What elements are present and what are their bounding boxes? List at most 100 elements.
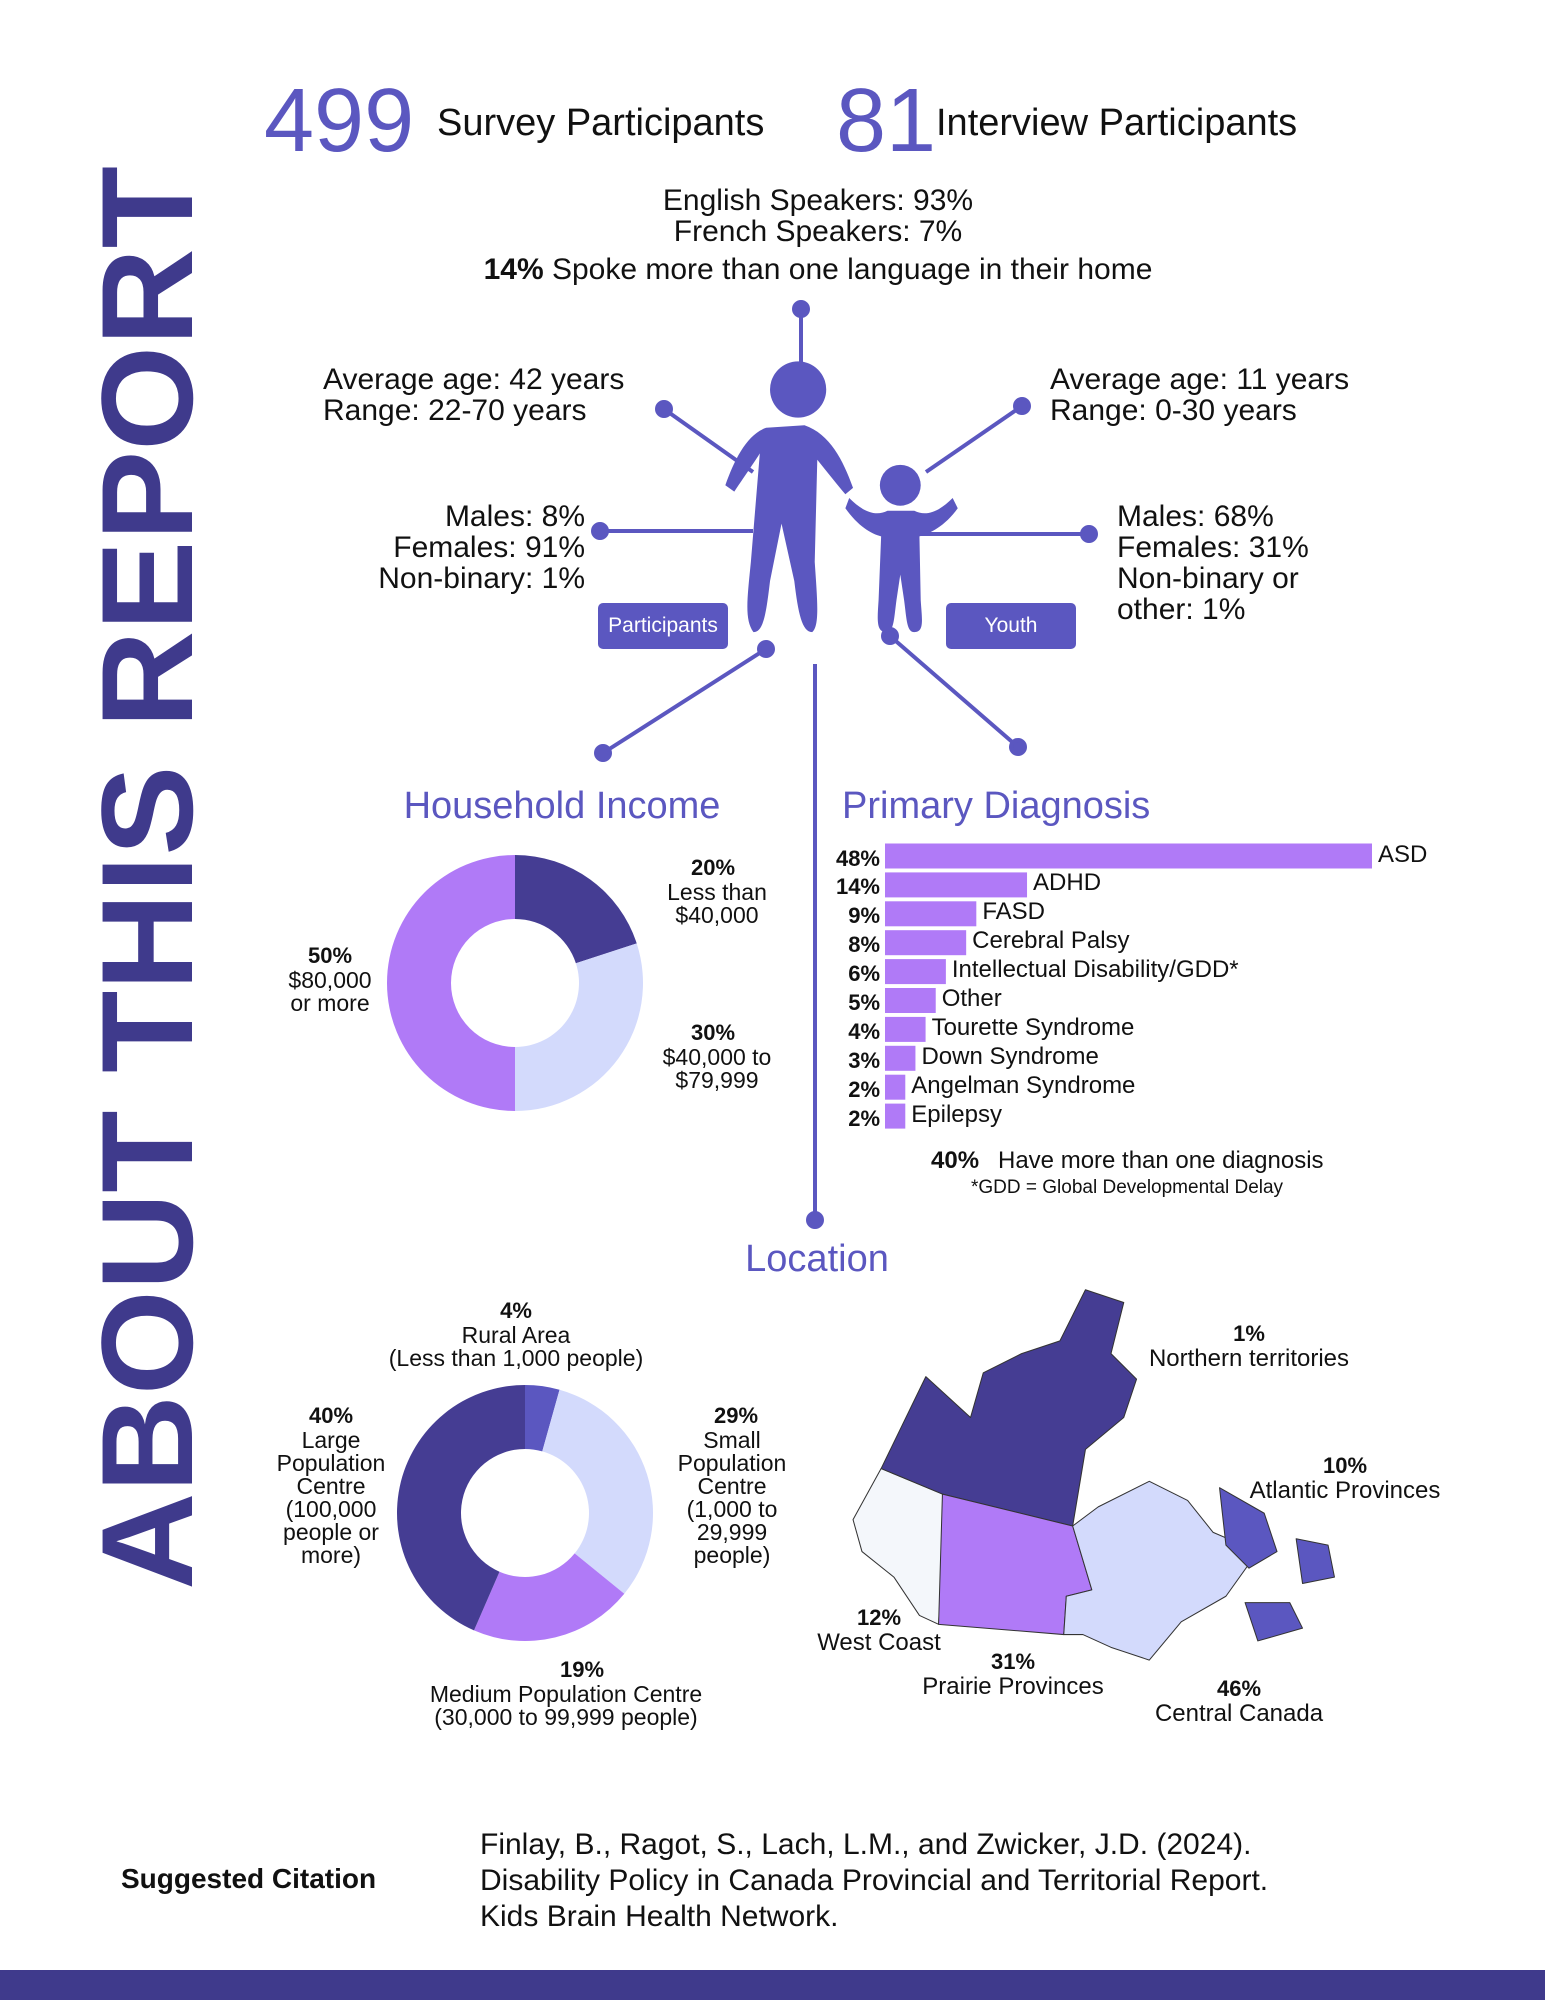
interview-count: 81 bbox=[836, 70, 937, 171]
bar-value-label: 2% bbox=[848, 1076, 880, 1102]
bar-label: Tourette Syndrome bbox=[931, 1013, 1135, 1041]
bar-value-label: 3% bbox=[848, 1047, 880, 1073]
footnote: *GDD = Global Developmental Delay bbox=[971, 1177, 1284, 1198]
bar-value-label: 8% bbox=[848, 932, 880, 958]
bar-value-label: 4% bbox=[848, 1018, 880, 1044]
bar bbox=[885, 901, 977, 927]
segment-value-label: 20% bbox=[690, 854, 736, 880]
bar-value-label: 48% bbox=[835, 845, 880, 871]
youth-head bbox=[879, 464, 921, 506]
bar bbox=[885, 988, 936, 1013]
segment-value-label: 29% bbox=[713, 1402, 759, 1428]
bar-value-label: 2% bbox=[848, 1105, 880, 1131]
bar-label: Cerebral Palsy bbox=[972, 927, 1130, 955]
donut-segment bbox=[542, 1389, 653, 1594]
bar bbox=[885, 872, 1028, 898]
participants-badge bbox=[598, 603, 728, 649]
connector bbox=[601, 647, 768, 755]
connector-dot bbox=[1009, 738, 1027, 756]
bar-label: Epilepsy bbox=[911, 1100, 1002, 1128]
youth-gender: Males: 68% Females: 31% Non-binary or ot… bbox=[1117, 499, 1309, 626]
youth-age: Average age: 11 years Range: 0-30 years bbox=[1050, 362, 1350, 427]
youth-body bbox=[845, 498, 958, 633]
segment-label: Small Population Centre (1,000 to 29,999… bbox=[677, 1426, 787, 1568]
bar-value-label: 5% bbox=[848, 990, 880, 1015]
bar-label: Angelman Syndrome bbox=[911, 1071, 1136, 1099]
segment-value-label: 19% bbox=[559, 1656, 605, 1682]
citation-line: Kids Brain Health Network. bbox=[480, 1899, 839, 1933]
people-icon bbox=[725, 361, 958, 633]
chart-title: Primary Diagnosis bbox=[842, 784, 1151, 827]
segment-value-label: 40% bbox=[308, 1402, 354, 1428]
annotation-pct: 40% bbox=[931, 1146, 980, 1174]
adult-head bbox=[770, 361, 827, 418]
french-speakers: French Speakers: 7% bbox=[673, 214, 963, 248]
segment-label: Large Population Centre (100,000 people … bbox=[276, 1426, 386, 1568]
bar-value-label: 9% bbox=[848, 903, 880, 929]
bar-label: FASD bbox=[982, 898, 1045, 926]
map-central-canada bbox=[1063, 1480, 1259, 1661]
youth-badge bbox=[946, 603, 1076, 649]
bar-label: Down Syndrome bbox=[921, 1042, 1099, 1070]
connector bbox=[924, 404, 1024, 474]
connector-dot bbox=[1013, 397, 1031, 415]
connectors bbox=[591, 300, 1098, 1229]
bar-label: Intellectual Disability/GDD* bbox=[951, 956, 1239, 984]
map-labrador bbox=[1219, 1487, 1278, 1569]
english-speakers: English Speakers: 93% bbox=[662, 183, 974, 217]
segment-value-label: 50% bbox=[307, 942, 353, 968]
segment-value-label: 4% bbox=[500, 1297, 532, 1323]
page-title: ABOUT THIS REPORT bbox=[74, 166, 220, 1590]
region-label: Northern territories bbox=[1148, 1344, 1350, 1372]
citation-line: Finlay, B., Ragot, S., Lach, L.M., and Z… bbox=[480, 1827, 1252, 1861]
donut-segment bbox=[515, 855, 637, 964]
bar bbox=[885, 1103, 906, 1129]
segment-label: $80,000 or more bbox=[288, 966, 372, 1016]
bar-label: ASD bbox=[1378, 840, 1428, 868]
segment-value-label: 30% bbox=[690, 1019, 736, 1045]
adult-body bbox=[725, 425, 854, 633]
participants-age: Average age: 42 years Range: 22-70 years bbox=[323, 362, 625, 427]
citation-label: Suggested Citation bbox=[121, 1862, 377, 1894]
chart-title: Location bbox=[745, 1237, 889, 1280]
bar bbox=[885, 1016, 926, 1042]
youth-badge-label: Youth bbox=[984, 614, 1038, 637]
region-label: Central Canada bbox=[1154, 1699, 1324, 1727]
language-line: 14% Spoke more than one language in thei… bbox=[484, 255, 1153, 285]
footer-bar bbox=[0, 1970, 1545, 2000]
map-northern-territories bbox=[880, 1289, 1138, 1527]
interview-label: Interview Participants bbox=[936, 101, 1298, 144]
region-value-label: 10% bbox=[1322, 1452, 1368, 1478]
bar bbox=[885, 1045, 916, 1071]
annotation-text: Have more than one diagnosis bbox=[998, 1146, 1324, 1174]
region-value-label: 46% bbox=[1216, 1675, 1262, 1701]
donut-segment bbox=[525, 1385, 560, 1452]
survey-label: Survey Participants bbox=[437, 101, 765, 144]
connector-dot bbox=[757, 640, 775, 658]
bar-value-label: 6% bbox=[848, 961, 880, 987]
donut-segment bbox=[474, 1553, 625, 1641]
connector-dot bbox=[594, 744, 612, 762]
multi-language-pct: 14% bbox=[483, 253, 544, 286]
region-value-label: 1% bbox=[1233, 1320, 1265, 1346]
chart-title: Household Income bbox=[403, 784, 721, 827]
bar-label: ADHD bbox=[1033, 869, 1102, 897]
segment-label: Less than $40,000 bbox=[667, 878, 767, 928]
segment-label: Rural Area (Less than 1,000 people) bbox=[388, 1321, 644, 1371]
connector-dot bbox=[792, 300, 810, 318]
bar-label: Other bbox=[941, 985, 1002, 1012]
donut-segment bbox=[515, 943, 644, 1111]
canada-map bbox=[852, 1289, 1335, 1661]
region-value-label: 12% bbox=[856, 1604, 902, 1630]
map-newfoundland bbox=[1295, 1538, 1335, 1584]
donut-segment bbox=[387, 855, 515, 1111]
survey-count: 499 bbox=[264, 70, 415, 171]
bar bbox=[885, 930, 967, 956]
bar bbox=[885, 843, 1372, 869]
region-value-label: 31% bbox=[990, 1648, 1036, 1674]
map-maritimes bbox=[1244, 1602, 1304, 1642]
participants-gender: Males: 8% Females: 91% Non-binary: 1% bbox=[378, 499, 585, 595]
connector-dot bbox=[1080, 525, 1098, 543]
